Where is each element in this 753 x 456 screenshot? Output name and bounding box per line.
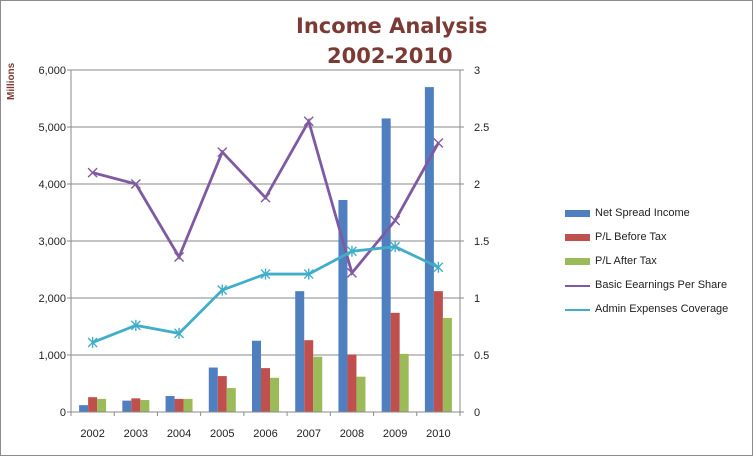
marker-admin-expenses-coverage (260, 268, 271, 280)
y-left-tick-label: 6,000 (38, 65, 66, 77)
bar-net-spread-income (79, 405, 89, 412)
marker-admin-expenses-coverage (87, 336, 98, 348)
bar-p-l-after-tax (140, 400, 150, 412)
legend-swatch (565, 258, 590, 265)
x-tick-label: 2005 (210, 428, 234, 440)
marker-basic-eearnings-per-share (174, 251, 185, 262)
bar-net-spread-income (295, 291, 305, 412)
x-tick-label: 2009 (383, 428, 407, 440)
bar-net-spread-income (252, 340, 261, 412)
marker-admin-expenses-coverage (174, 327, 185, 339)
marker-basic-eearnings-per-share (303, 116, 314, 127)
bar-p-l-after-tax (97, 398, 107, 412)
legend-swatch (565, 309, 590, 311)
legend-label: P/L After Tax (595, 255, 657, 267)
legend-label: Basic Eearnings Per Share (595, 279, 728, 291)
y-right-tick-label: 3 (474, 65, 480, 77)
legend-label: Admin Expenses Coverage (595, 303, 729, 315)
bar-p-l-after-tax (399, 353, 409, 412)
x-tick-label: 2007 (296, 428, 320, 440)
y-right-tick-label: 0 (474, 407, 480, 419)
x-tick-label: 2003 (124, 428, 148, 440)
marker-basic-eearnings-per-share (346, 267, 357, 278)
bar-p-l-before-tax (261, 368, 270, 412)
bar-p-l-before-tax (433, 291, 443, 412)
marker-admin-expenses-coverage (433, 261, 444, 273)
bar-p-l-before-tax (390, 312, 400, 412)
bar-net-spread-income (338, 199, 348, 412)
bar-p-l-after-tax (442, 317, 452, 412)
y-right-tick-label: 2 (474, 179, 480, 191)
bar-p-l-before-tax (347, 354, 357, 412)
bar-p-l-after-tax (226, 388, 236, 412)
bar-p-l-after-tax (270, 377, 279, 412)
x-tick-label: 2008 (340, 428, 364, 440)
bar-p-l-before-tax (217, 376, 227, 412)
y-right-tick-label: 2.5 (474, 122, 489, 134)
bar-p-l-after-tax (183, 398, 193, 412)
y-right-tick-label: 0.5 (474, 350, 489, 362)
marker-basic-eearnings-per-share (390, 215, 401, 226)
legend-swatch (565, 210, 590, 217)
marker-admin-expenses-coverage (130, 319, 141, 331)
marker-admin-expenses-coverage (390, 241, 401, 253)
y-left-tick-label: 0 (60, 407, 66, 419)
marker-basic-eearnings-per-share (260, 192, 271, 203)
legend-label: P/L Before Tax (595, 231, 667, 243)
bar-net-spread-income (424, 87, 434, 412)
legend-label: Net Spread Income (595, 207, 690, 219)
bar-net-spread-income (208, 367, 218, 412)
marker-basic-eearnings-per-share (217, 147, 228, 158)
marker-basic-eearnings-per-share (433, 137, 444, 148)
y-left-tick-label: 4,000 (38, 179, 66, 191)
marker-admin-expenses-coverage (217, 284, 228, 296)
bar-p-l-before-tax (174, 398, 184, 412)
x-tick-label: 2004 (167, 428, 191, 440)
legend-swatch (565, 285, 590, 287)
marker-basic-eearnings-per-share (130, 179, 141, 189)
x-tick-label: 2010 (426, 428, 450, 440)
bar-net-spread-income (122, 400, 132, 412)
marker-admin-expenses-coverage (346, 245, 357, 257)
bar-net-spread-income (165, 396, 175, 412)
bar-p-l-before-tax (131, 398, 141, 412)
bar-p-l-before-tax (88, 397, 98, 412)
bar-net-spread-income (381, 118, 391, 412)
marker-basic-eearnings-per-share (87, 167, 98, 178)
bar-p-l-before-tax (304, 340, 314, 412)
bar-p-l-after-tax (356, 376, 366, 412)
y-left-tick-label: 5,000 (38, 122, 66, 134)
y-left-tick-label: 1,000 (38, 350, 66, 362)
y-left-tick-label: 3,000 (38, 236, 66, 248)
x-tick-label: 2006 (253, 428, 277, 440)
bar-p-l-after-tax (313, 356, 323, 412)
y-left-tick-label: 2,000 (38, 293, 66, 305)
legend-swatch (565, 234, 590, 241)
chart-subtitle: 2002-2010 (327, 44, 453, 68)
chart-title: Income Analysis (296, 14, 488, 38)
y-right-tick-label: 1 (474, 293, 480, 305)
x-tick-label: 2002 (80, 428, 104, 440)
marker-admin-expenses-coverage (303, 268, 314, 280)
y-right-tick-label: 1.5 (474, 236, 489, 248)
